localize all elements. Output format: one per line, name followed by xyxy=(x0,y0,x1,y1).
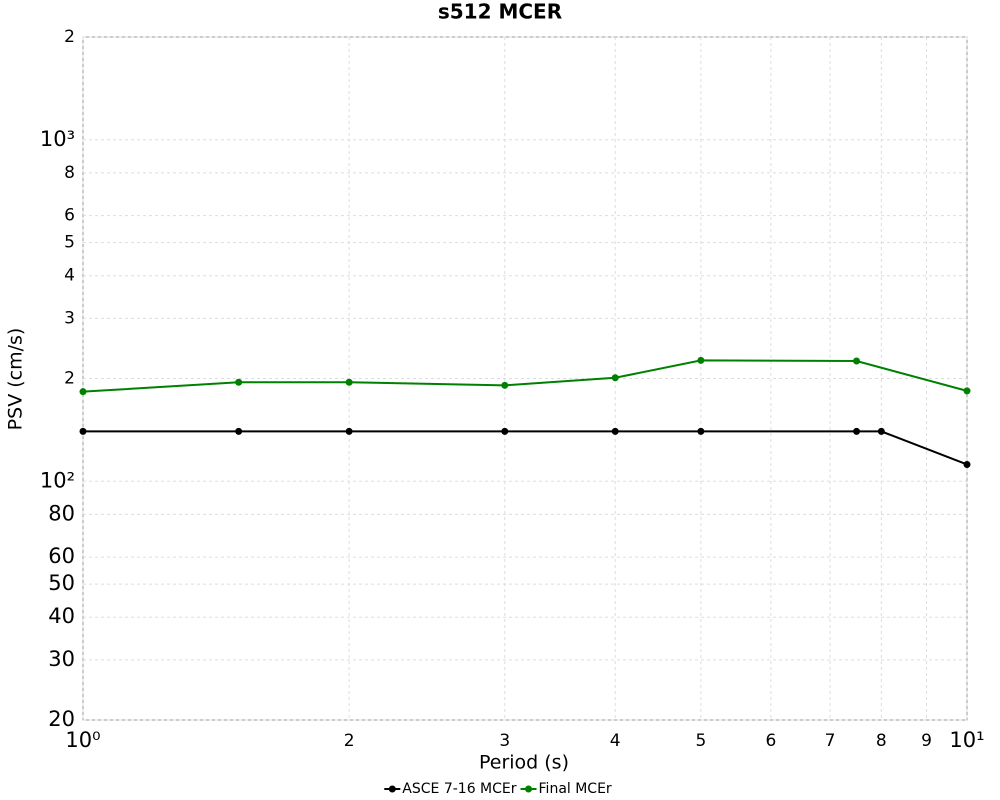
y-tick-label: 10² xyxy=(40,468,75,492)
data-point xyxy=(853,357,861,365)
x-tick-label: 5 xyxy=(695,731,706,751)
y-tick-label: 60 xyxy=(48,544,75,568)
data-point xyxy=(611,374,619,382)
y-tick-label: 4 xyxy=(64,266,75,286)
data-point xyxy=(697,356,705,364)
data-point xyxy=(345,427,353,435)
x-tick-label: 4 xyxy=(610,731,621,751)
data-point xyxy=(501,427,509,435)
legend-marker xyxy=(525,785,533,793)
data-point xyxy=(345,378,353,386)
data-point xyxy=(877,427,885,435)
x-tick-label: 6 xyxy=(765,731,776,751)
data-point xyxy=(79,388,87,396)
y-axis-label: PSV (cm/s) xyxy=(5,328,27,431)
data-point xyxy=(501,381,509,389)
x-tick-label: 2 xyxy=(344,731,355,751)
legend-label: Final MCEr xyxy=(539,781,612,797)
series-line xyxy=(82,359,968,393)
x-axis-label: Period (s) xyxy=(479,752,569,774)
data-point xyxy=(853,427,861,435)
x-tick-label: 7 xyxy=(825,731,836,751)
data-point xyxy=(963,387,971,395)
data-point xyxy=(235,427,243,435)
data-point xyxy=(697,427,705,435)
y-tick-label: 40 xyxy=(48,604,75,628)
x-tick-label: 3 xyxy=(499,731,510,751)
legend-marker xyxy=(388,785,396,793)
data-point xyxy=(963,460,971,468)
y-tick-label: 80 xyxy=(48,501,75,525)
x-tick-label: 10⁰ xyxy=(65,728,100,752)
y-tick-label: 5 xyxy=(64,233,75,253)
chart-title: s512 MCER xyxy=(438,0,562,24)
y-tick-label: 2 xyxy=(64,369,75,389)
data-point xyxy=(611,427,619,435)
x-tick-label: 9 xyxy=(921,731,932,751)
y-tick-label: 6 xyxy=(64,206,75,226)
y-tick-label: 2 xyxy=(64,27,75,47)
y-tick-label: 3 xyxy=(64,308,75,328)
legend-label: ASCE 7-16 MCEr xyxy=(402,781,516,797)
x-tick-label: 8 xyxy=(876,731,887,751)
series-line xyxy=(83,430,968,466)
y-tick-label: 10³ xyxy=(40,127,75,151)
y-tick-label: 20 xyxy=(48,707,75,731)
y-tick-label: 8 xyxy=(64,163,75,183)
y-tick-label: 30 xyxy=(48,647,75,671)
data-point xyxy=(79,427,87,435)
data-point xyxy=(235,378,243,386)
x-tick-label: 10¹ xyxy=(949,728,984,752)
y-tick-label: 50 xyxy=(48,571,75,595)
